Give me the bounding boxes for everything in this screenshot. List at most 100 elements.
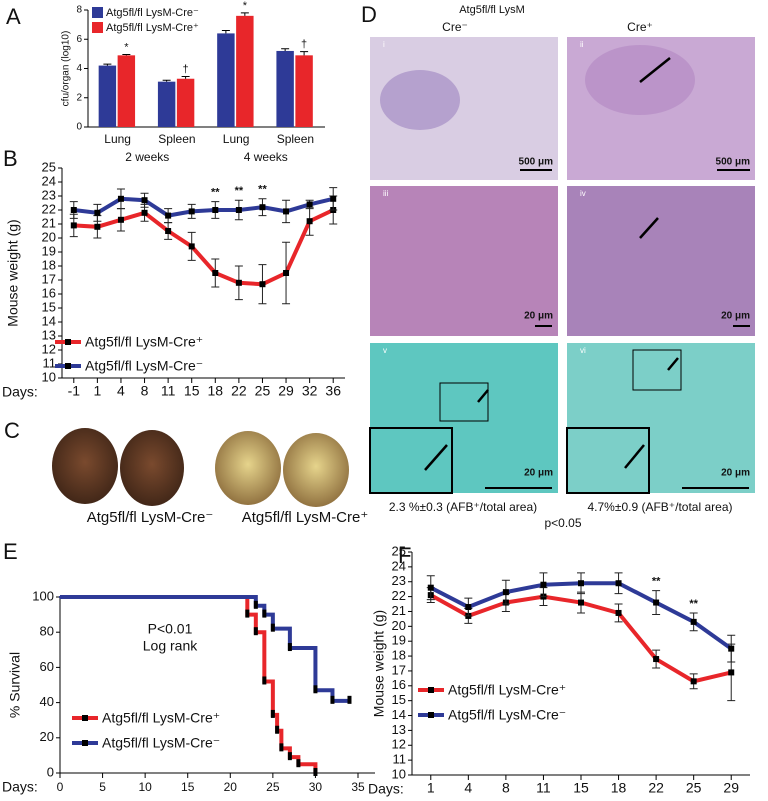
point xyxy=(70,222,77,229)
point xyxy=(306,218,313,225)
x-tick-label: 25 xyxy=(266,780,280,794)
x-tick-label: 30 xyxy=(309,780,323,794)
x-tick-label: 5 xyxy=(99,780,106,794)
point xyxy=(283,208,290,215)
panel-label: D xyxy=(361,2,377,27)
point xyxy=(578,580,584,587)
point xyxy=(653,656,660,663)
x-tick-label: 29 xyxy=(278,383,294,399)
annotation: * xyxy=(243,0,248,12)
x-tick-label: 29 xyxy=(723,780,739,796)
legend-label: Atg5fl/fl LysM-Cre⁻ xyxy=(102,735,220,751)
y-tick-label: 14 xyxy=(392,707,406,722)
column-label: Cre⁻ xyxy=(442,20,468,34)
y-tick-label: 22 xyxy=(392,588,406,603)
survival-curve xyxy=(60,595,350,703)
y-tick-label: 23 xyxy=(392,573,406,588)
point xyxy=(235,207,242,213)
point xyxy=(165,228,172,234)
x-tick-label: 18 xyxy=(208,383,224,399)
x-tick-label: Lung xyxy=(104,132,131,146)
caption: 4.7%±0.9 (AFB⁺/total area) xyxy=(588,500,733,514)
y-tick-label: 40 xyxy=(40,694,54,709)
censor-mark xyxy=(253,627,258,636)
point xyxy=(141,197,148,204)
scale-bar-label: 20 μm xyxy=(524,311,553,322)
group-label: 4 weeks xyxy=(244,150,288,164)
scale-bar-label: 500 μm xyxy=(716,157,751,168)
censor-mark xyxy=(262,609,267,618)
series-line xyxy=(73,208,335,287)
error-bar xyxy=(281,48,290,51)
y-tick-label: 19 xyxy=(42,243,56,258)
y-tick-label: 14 xyxy=(42,313,56,328)
censor-mark xyxy=(262,676,267,685)
x-tick-label: 1 xyxy=(93,383,101,399)
x-tick-label: 8 xyxy=(141,383,149,399)
error-bar xyxy=(240,12,249,16)
censor-mark xyxy=(270,709,275,718)
point xyxy=(259,204,266,211)
error-bar xyxy=(103,63,112,66)
group-label: 2 weeks xyxy=(125,150,169,164)
start-point xyxy=(59,596,61,598)
y-tick-label: 20 xyxy=(392,618,406,633)
x-tick-label: Spleen xyxy=(158,132,195,146)
legend-swatch xyxy=(92,7,103,18)
panel-label: B xyxy=(3,146,18,171)
group-label: Atg5fl/fl LysM-Cre⁺ xyxy=(242,509,369,526)
censor-mark xyxy=(330,695,335,704)
image-label: iii xyxy=(383,189,389,198)
y-tick-label: 11 xyxy=(43,355,57,370)
x-tick-label: 11 xyxy=(536,780,551,796)
point xyxy=(94,209,101,216)
x-tick-label: 15 xyxy=(184,383,200,399)
point xyxy=(502,589,509,596)
y-tick-label: 80 xyxy=(40,624,54,639)
legend-marker xyxy=(428,712,434,718)
x-tick-label: 36 xyxy=(325,383,341,399)
panel-label: E xyxy=(3,539,18,564)
point xyxy=(94,223,101,230)
x-tick-label: 11 xyxy=(161,383,176,399)
bar xyxy=(117,55,136,127)
legend-marker xyxy=(65,339,71,345)
y-tick-label: 17 xyxy=(392,662,406,677)
series-line xyxy=(73,196,334,218)
x-axis-label: Days: xyxy=(2,384,38,400)
x-tick-label: 0 xyxy=(57,780,64,794)
image-label: vi xyxy=(580,346,586,355)
point xyxy=(728,645,735,652)
panel-label: A xyxy=(6,4,21,29)
error-bar xyxy=(162,79,171,82)
point xyxy=(465,604,472,611)
annotation: ** xyxy=(652,576,661,588)
y-axis-label: Mouse weight (g) xyxy=(5,219,21,326)
image-label: iv xyxy=(580,189,586,198)
y-tick-label: 12 xyxy=(392,737,406,752)
y-tick-label: 0 xyxy=(47,764,54,779)
y-tick-label: 2 xyxy=(76,92,82,103)
scale-bar-label: 500 μm xyxy=(519,157,554,168)
point xyxy=(690,618,697,625)
x-tick-label: -1 xyxy=(68,383,81,399)
y-tick-label: 100 xyxy=(32,588,54,603)
y-tick-label: 6 xyxy=(76,34,82,45)
censor-mark xyxy=(313,768,318,776)
y-tick-label: 22 xyxy=(42,201,56,216)
y-axis-label: Mouse weight (g) xyxy=(371,610,387,717)
panel-title: Atg5fl/fl LysM xyxy=(459,4,525,16)
image-label: v xyxy=(383,346,387,355)
censor-mark xyxy=(287,752,292,761)
x-tick-label: 22 xyxy=(231,383,247,399)
legend-marker xyxy=(82,740,88,746)
x-axis-label: Days: xyxy=(2,779,38,795)
annotation: ** xyxy=(258,184,267,196)
bar xyxy=(176,78,195,127)
censor-mark xyxy=(296,759,301,768)
point xyxy=(70,207,77,213)
x-tick-label: 35 xyxy=(351,780,365,794)
legend-swatch xyxy=(92,22,103,33)
point xyxy=(690,678,697,685)
